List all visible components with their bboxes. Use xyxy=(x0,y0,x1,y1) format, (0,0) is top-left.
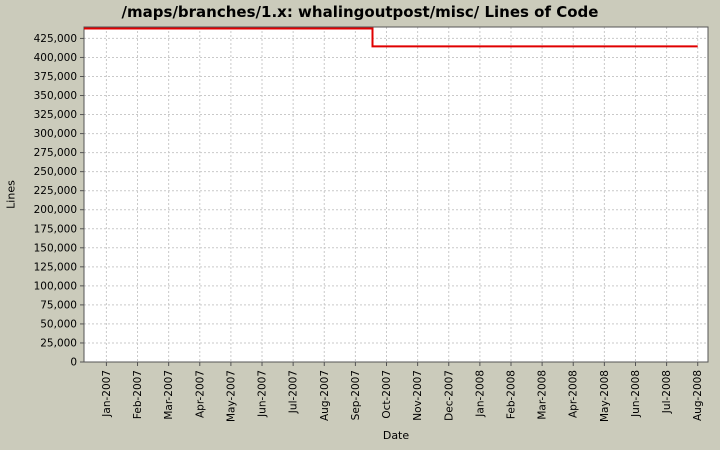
x-tick-label: Mar-2008 xyxy=(537,370,549,420)
y-tick-label: 375,000 xyxy=(34,71,77,83)
y-tick-label: 150,000 xyxy=(34,242,77,254)
y-tick-label: 50,000 xyxy=(40,318,77,330)
x-tick-label: Jan-2007 xyxy=(101,370,113,418)
loc-series-line xyxy=(84,27,698,48)
x-tick-label: Jul-2008 xyxy=(661,370,673,414)
y-tick-label: 350,000 xyxy=(34,90,77,102)
x-tick-label: Aug-2008 xyxy=(692,370,704,421)
y-tick-label: 400,000 xyxy=(34,52,77,64)
y-tick-label: 250,000 xyxy=(34,166,77,178)
x-tick-label: Jun-2008 xyxy=(630,370,642,418)
y-tick-label: 275,000 xyxy=(34,147,77,159)
x-tick-label: Jan-2008 xyxy=(474,370,486,418)
x-tick-label: Nov-2007 xyxy=(412,370,424,421)
x-axis-title: Date xyxy=(382,429,410,442)
plot-border xyxy=(83,26,709,363)
x-tick-label: May-2008 xyxy=(599,370,611,422)
y-tick-label: 125,000 xyxy=(34,261,77,273)
x-tick-label: Dec-2007 xyxy=(443,370,455,421)
x-tick-label: Oct-2007 xyxy=(381,370,393,419)
y-tick-label: 175,000 xyxy=(34,223,77,235)
y-tick-label: 0 xyxy=(70,357,77,369)
x-tick-label: Jun-2007 xyxy=(257,370,269,418)
x-tick-label: Feb-2007 xyxy=(132,370,144,419)
y-tick-label: 25,000 xyxy=(40,337,77,349)
x-tick-label: Feb-2008 xyxy=(505,370,517,419)
x-tick-label: Sep-2007 xyxy=(350,370,362,420)
x-tick-label: Aug-2007 xyxy=(319,370,331,421)
x-tick-label: May-2007 xyxy=(225,370,237,422)
x-tick-label: Jul-2007 xyxy=(288,370,300,414)
y-tick-label: 75,000 xyxy=(40,299,77,311)
y-tick-label: 325,000 xyxy=(34,109,77,121)
x-tick-label: Mar-2007 xyxy=(163,370,175,420)
plot-background xyxy=(84,27,708,362)
y-tick-label: 300,000 xyxy=(34,128,77,140)
chart-title: /maps/branches/1.x: whalingoutpost/misc/… xyxy=(121,3,599,21)
y-tick-label: 100,000 xyxy=(34,280,77,292)
y-tick-label: 225,000 xyxy=(34,185,77,197)
y-tick-label: 200,000 xyxy=(34,204,77,216)
y-tick-label: 425,000 xyxy=(34,33,77,45)
x-tick-label: Apr-2007 xyxy=(194,370,206,418)
x-tick-label: Apr-2008 xyxy=(568,370,580,418)
